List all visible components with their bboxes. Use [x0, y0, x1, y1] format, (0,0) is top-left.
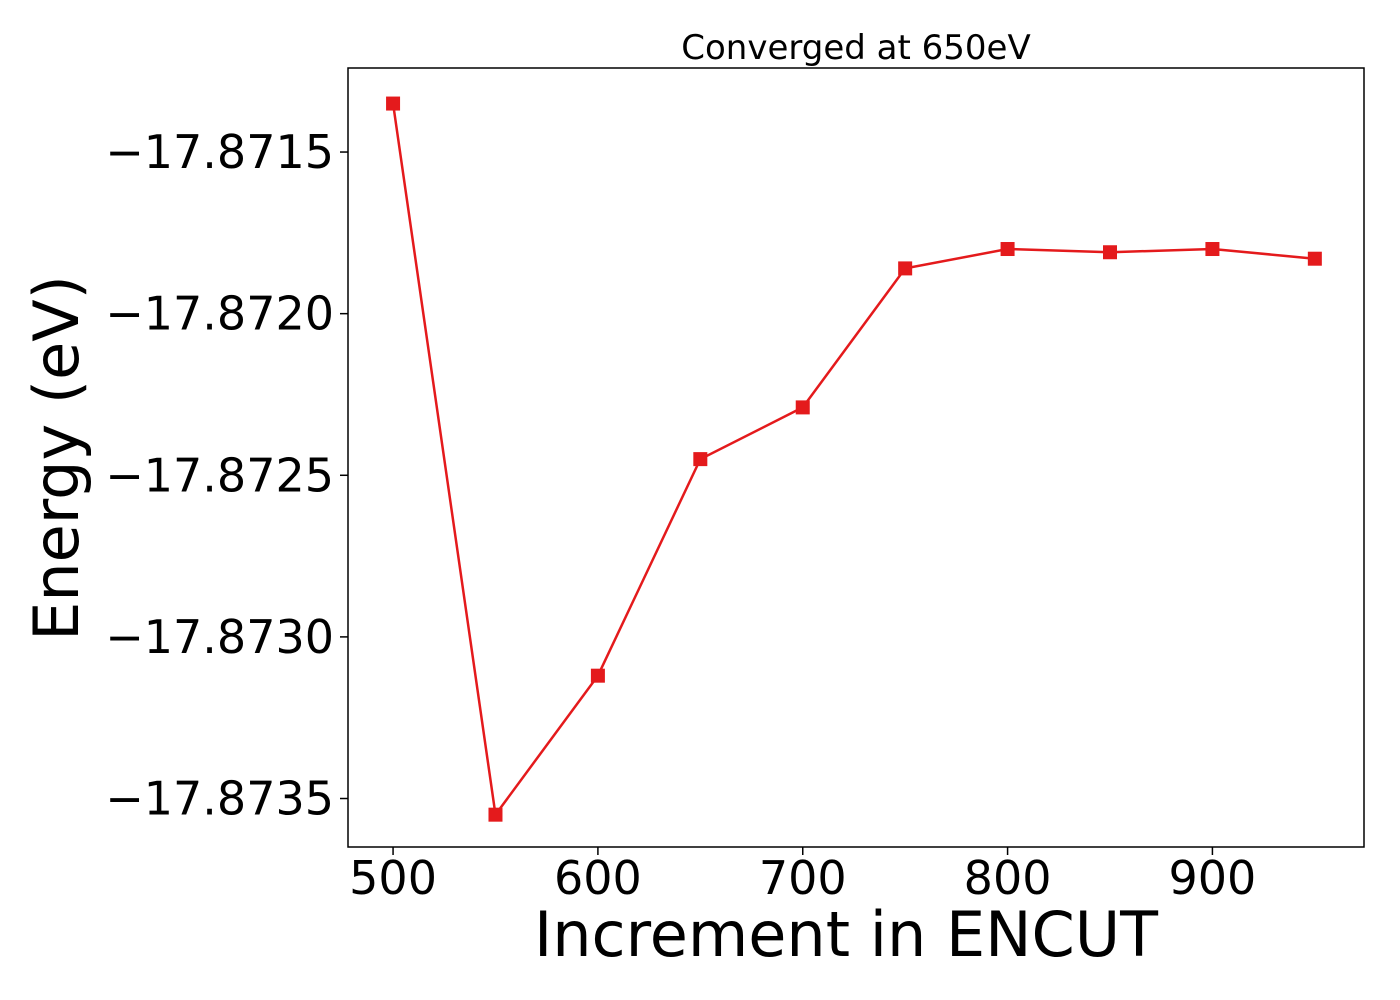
data-point-marker	[386, 96, 401, 111]
x-tick-label: 500	[349, 851, 437, 905]
data-point-marker	[1205, 242, 1220, 257]
plot-area-frame	[347, 67, 1365, 848]
data-point-marker	[693, 452, 708, 467]
y-tick-label: −17.8735	[105, 772, 334, 826]
data-point-marker	[590, 668, 605, 683]
data-point-marker	[1000, 242, 1015, 257]
y-axis-ticks: −17.8715 −17.8720 −17.8725 −17.8730 −17.8735	[105, 125, 348, 826]
series-layer	[386, 96, 1322, 822]
x-axis-label: Increment in ENCUT	[534, 898, 1159, 971]
y-tick-label: −17.8725	[105, 448, 334, 502]
x-axis-ticks: 500 600 700 800 900	[349, 847, 1256, 905]
data-point-marker	[795, 400, 810, 415]
x-tick-label: 600	[554, 851, 642, 905]
chart-title: Converged at 650eV	[681, 28, 1030, 68]
data-point-marker	[1307, 251, 1322, 266]
x-tick-label: 900	[1169, 851, 1257, 905]
y-tick-label: −17.8720	[105, 287, 334, 341]
data-point-marker	[898, 261, 913, 276]
data-point-marker	[488, 807, 503, 822]
y-axis-label: Energy (eV)	[20, 275, 93, 641]
y-tick-label: −17.8730	[105, 610, 334, 664]
series-line	[391, 103, 1315, 818]
x-tick-label: 700	[759, 851, 847, 905]
y-tick-label: −17.8715	[105, 125, 334, 179]
x-tick-label: 800	[964, 851, 1052, 905]
data-point-marker	[1103, 245, 1117, 260]
